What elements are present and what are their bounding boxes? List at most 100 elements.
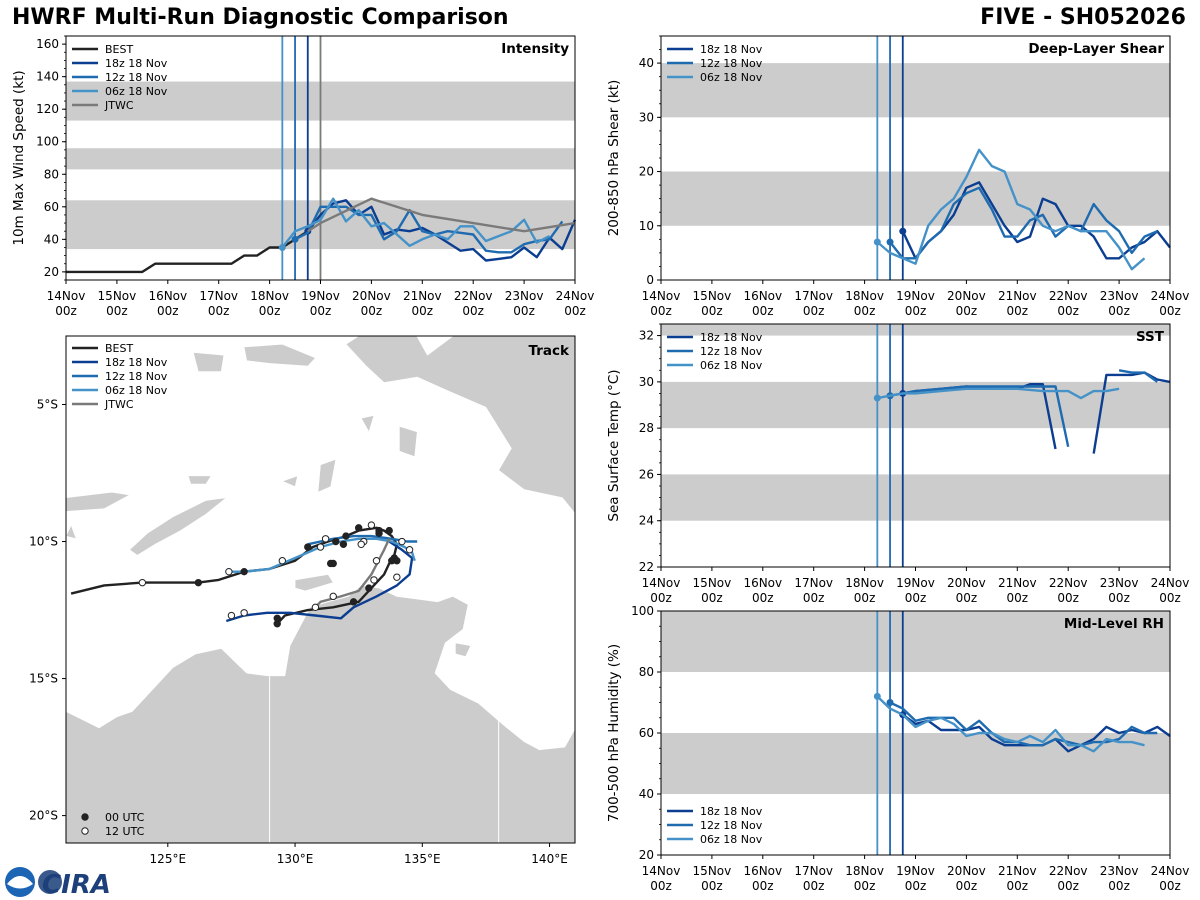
intensity-ytick-label: 160 <box>36 37 59 51</box>
intensity-xtick-label: 00z <box>412 304 434 318</box>
intensity-xtick-label: 24Nov <box>556 289 595 303</box>
land-kai <box>360 415 375 433</box>
track-marker-legend-label: 12 UTC <box>105 825 145 838</box>
sst-title: SST <box>1136 329 1165 345</box>
intensity-xtick-label: 00z <box>462 304 484 318</box>
intensity-ylabel: 10m Max Wind Speed (kt) <box>11 70 27 245</box>
rh-ytick-label: 60 <box>639 726 654 740</box>
track-ytick-label: 20°S <box>29 809 58 823</box>
sst-xtick-label: 00z <box>1159 591 1181 605</box>
land-sumba <box>66 524 77 540</box>
track-legend-label: BEST <box>105 342 133 355</box>
track-ytick-label: 5°S <box>37 398 58 412</box>
rh-xtick-label: 15Nov <box>693 864 732 878</box>
intensity-ytick-label: 80 <box>44 167 59 181</box>
track-marker-00utc <box>332 537 340 546</box>
sst-xtick-label: 23Nov <box>1100 576 1139 590</box>
rh-xtick-label: 16Nov <box>743 864 782 878</box>
track-ytick-label: 15°S <box>29 672 58 686</box>
track-series-r18 <box>225 540 414 623</box>
sst-xtick-label: 21Nov <box>998 576 1037 590</box>
rh-panel: 2040608010014Nov00z15Nov00z16Nov00z17Nov… <box>606 604 1189 893</box>
shear-xtick-label: 17Nov <box>794 289 833 303</box>
noaa-bird-icon <box>7 876 33 889</box>
intensity-xtick-label: 00z <box>106 304 128 318</box>
rh-legend-label: 06z 18 Nov <box>700 833 763 846</box>
track-marker-00utc <box>388 557 396 565</box>
track-legend-label: 18z 18 Nov <box>105 356 168 369</box>
track-marker-00utc <box>194 578 203 587</box>
intensity-ytick-label: 40 <box>44 232 59 246</box>
intensity-legend-label: 18z 18 Nov <box>105 57 168 70</box>
rh-xtick-label: 00z <box>956 879 978 893</box>
shear-xtick-label: 00z <box>752 304 774 318</box>
rh-ytick-label: 20 <box>639 848 654 862</box>
track-marker-12utc <box>227 611 236 620</box>
sst-ytick-label: 32 <box>639 329 654 343</box>
shear-xtick-label: 21Nov <box>998 289 1037 303</box>
sst-ylabel: Sea Surface Temp (°C) <box>606 369 622 521</box>
rh-legend-label: 12z 18 Nov <box>700 819 763 832</box>
land-aru <box>399 425 418 458</box>
shear-xtick-label: 16Nov <box>743 289 782 303</box>
globe-icon <box>38 870 62 894</box>
intensity-xtick-label: 20Nov <box>352 289 391 303</box>
intensity-ytick-label: 100 <box>36 135 59 149</box>
track-marker-00utc <box>385 526 393 535</box>
rh-xtick-label: 23Nov <box>1100 864 1139 878</box>
rh-xtick-label: 00z <box>752 879 774 893</box>
sst-xtick-label: 00z <box>701 591 723 605</box>
page-title: HWRF Multi-Run Diagnostic Comparison <box>12 5 509 30</box>
shear-legend-label: 06z 18 Nov <box>700 71 763 84</box>
track-series-r06 <box>226 537 416 573</box>
shear-xtick-label: 22Nov <box>1049 289 1088 303</box>
rh-ytick-label: 40 <box>639 787 654 801</box>
intensity-xtick-label: 00z <box>361 304 383 318</box>
intensity-ytick-label: 60 <box>44 200 59 214</box>
intensity-xtick-label: 14Nov <box>47 289 86 303</box>
land-new-guinea <box>345 336 575 514</box>
intensity-series-r12 <box>294 205 564 254</box>
sst-xtick-label: 00z <box>650 591 672 605</box>
shear-xtick-label: 24Nov <box>1151 289 1190 303</box>
rh-ytick-label: 80 <box>639 665 654 679</box>
land-tiwi <box>294 574 334 592</box>
sst-xtick-label: 00z <box>803 591 825 605</box>
sst-xtick-label: 20Nov <box>947 576 986 590</box>
intensity-xtick-label: 23Nov <box>505 289 544 303</box>
sst-start-point <box>873 394 881 402</box>
land-flores <box>66 491 131 512</box>
sst-ytick-label: 28 <box>639 421 654 435</box>
land-babar <box>281 475 299 488</box>
track-xtick-label: 125°E <box>150 852 187 866</box>
track-xtick-label: 130°E <box>277 852 314 866</box>
land-tanimbar <box>317 458 337 493</box>
intensity-title: Intensity <box>501 41 569 57</box>
rh-title: Mid-Level RH <box>1064 616 1164 632</box>
shear-title: Deep-Layer Shear <box>1028 41 1164 57</box>
shear-xtick-label: 14Nov <box>642 289 681 303</box>
sst-xtick-label: 00z <box>956 591 978 605</box>
sst-xtick-label: 24Nov <box>1151 576 1190 590</box>
shear-xtick-label: 20Nov <box>947 289 986 303</box>
track-marker-legend-symbol <box>81 813 89 821</box>
shear-xtick-label: 00z <box>905 304 927 318</box>
land-wetar <box>187 475 212 485</box>
shear-start-point <box>886 238 894 246</box>
shear-xtick-label: 00z <box>1057 304 1079 318</box>
intensity-xtick-label: 15Nov <box>98 289 137 303</box>
intensity-xtick-label: 00z <box>208 304 230 318</box>
rh-xtick-label: 00z <box>1057 879 1079 893</box>
sst-legend-label: 18z 18 Nov <box>700 331 763 344</box>
rh-xtick-label: 17Nov <box>794 864 833 878</box>
track-marker-00utc <box>365 584 373 592</box>
shear-ytick-label: 20 <box>639 165 654 179</box>
track-panel: 125°E 130°E 135°E 140°E 5°S 10°S 15°S 20°S Track… <box>29 335 576 866</box>
track-marker-00utc <box>354 524 363 532</box>
track-title: Track <box>529 343 570 359</box>
track-marker-12utc <box>240 609 248 617</box>
shear-legend-label: 18z 18 Nov <box>700 43 763 56</box>
sst-xtick-label: 00z <box>905 591 927 605</box>
sst-band <box>661 474 1170 521</box>
